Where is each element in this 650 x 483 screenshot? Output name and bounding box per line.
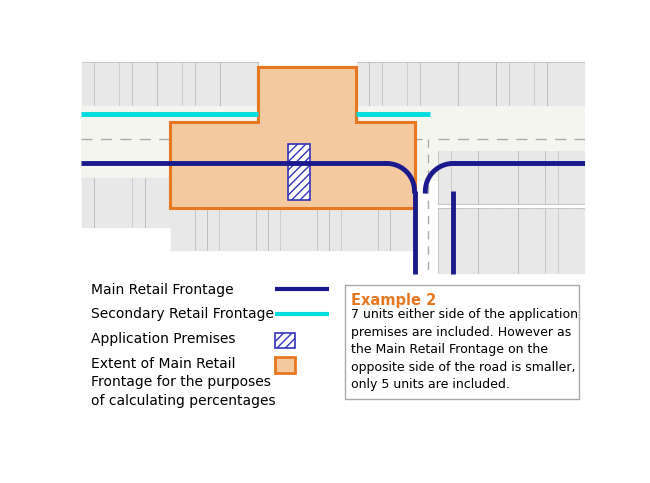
Bar xyxy=(505,151,517,204)
Bar xyxy=(421,62,432,105)
Bar xyxy=(256,201,268,250)
Bar xyxy=(82,62,94,105)
Bar xyxy=(170,122,415,208)
Bar xyxy=(446,62,458,105)
Bar xyxy=(157,62,169,105)
Bar xyxy=(145,62,157,105)
Bar xyxy=(458,62,471,105)
Bar xyxy=(484,62,496,105)
Bar xyxy=(94,178,107,227)
Bar xyxy=(183,201,194,250)
Bar xyxy=(403,201,414,250)
Bar xyxy=(354,201,365,250)
Text: Main Retail Frontage: Main Retail Frontage xyxy=(90,283,233,297)
Bar xyxy=(183,62,194,105)
Bar xyxy=(233,62,245,105)
Text: Example 2: Example 2 xyxy=(351,293,436,308)
Bar xyxy=(208,62,220,105)
Bar xyxy=(465,151,478,204)
Bar xyxy=(246,62,257,105)
Bar xyxy=(357,62,369,105)
Bar xyxy=(133,178,144,227)
Bar xyxy=(497,62,508,105)
Bar xyxy=(395,62,407,105)
Bar xyxy=(288,144,310,199)
Bar xyxy=(281,201,292,250)
Bar xyxy=(244,201,255,250)
Bar xyxy=(366,201,378,250)
Bar xyxy=(545,151,558,204)
Text: 7 units either side of the application
premises are included. However as
the Mai: 7 units either side of the application p… xyxy=(351,308,578,391)
Bar xyxy=(81,104,585,181)
Bar xyxy=(478,209,491,273)
Bar xyxy=(382,62,394,105)
Bar xyxy=(408,62,419,105)
Bar xyxy=(369,62,382,105)
Bar xyxy=(305,201,317,250)
Bar xyxy=(519,209,531,273)
Bar xyxy=(158,178,170,227)
Bar xyxy=(82,178,94,227)
Bar xyxy=(465,209,478,273)
Bar xyxy=(572,151,584,204)
Bar xyxy=(519,151,531,204)
Bar xyxy=(195,201,207,250)
Bar xyxy=(107,62,119,105)
Bar xyxy=(94,62,106,105)
Text: Extent of Main Retail
Frontage for the purposes
of calculating percentages: Extent of Main Retail Frontage for the p… xyxy=(90,357,275,408)
Text: Application Premises: Application Premises xyxy=(90,332,235,346)
Bar xyxy=(293,201,304,250)
Bar xyxy=(170,62,182,105)
Bar xyxy=(572,209,584,273)
Bar xyxy=(471,62,483,105)
Bar xyxy=(207,201,219,250)
Bar xyxy=(491,151,504,204)
Bar xyxy=(220,201,231,250)
Bar xyxy=(275,333,295,348)
Bar xyxy=(573,62,584,105)
Text: Secondary Retail Frontage: Secondary Retail Frontage xyxy=(90,308,274,322)
Bar xyxy=(330,201,341,250)
Bar xyxy=(509,62,521,105)
Bar xyxy=(522,62,534,105)
Bar xyxy=(532,209,545,273)
Bar xyxy=(120,62,131,105)
Bar xyxy=(491,209,504,273)
Bar xyxy=(558,151,571,204)
Bar xyxy=(171,201,182,250)
Bar xyxy=(505,209,517,273)
Bar xyxy=(438,209,450,273)
Bar xyxy=(268,201,280,250)
Bar xyxy=(433,62,445,105)
FancyBboxPatch shape xyxy=(344,285,578,399)
Bar xyxy=(275,357,295,373)
Bar xyxy=(220,62,232,105)
Bar xyxy=(532,151,545,204)
Bar xyxy=(146,178,157,227)
Bar xyxy=(534,62,547,105)
Bar xyxy=(120,178,132,227)
Bar xyxy=(560,62,572,105)
Bar xyxy=(342,201,353,250)
Bar xyxy=(317,201,329,250)
Bar xyxy=(452,209,464,273)
Bar xyxy=(545,209,558,273)
Bar xyxy=(452,151,464,204)
Bar xyxy=(195,62,207,105)
Bar xyxy=(107,178,119,227)
Bar xyxy=(378,201,390,250)
Bar xyxy=(547,62,559,105)
Bar xyxy=(132,62,144,105)
Bar xyxy=(232,201,243,250)
Polygon shape xyxy=(170,67,415,208)
Bar xyxy=(478,151,491,204)
Bar xyxy=(391,201,402,250)
Bar xyxy=(558,209,571,273)
Bar xyxy=(438,151,450,204)
Bar xyxy=(258,67,356,122)
